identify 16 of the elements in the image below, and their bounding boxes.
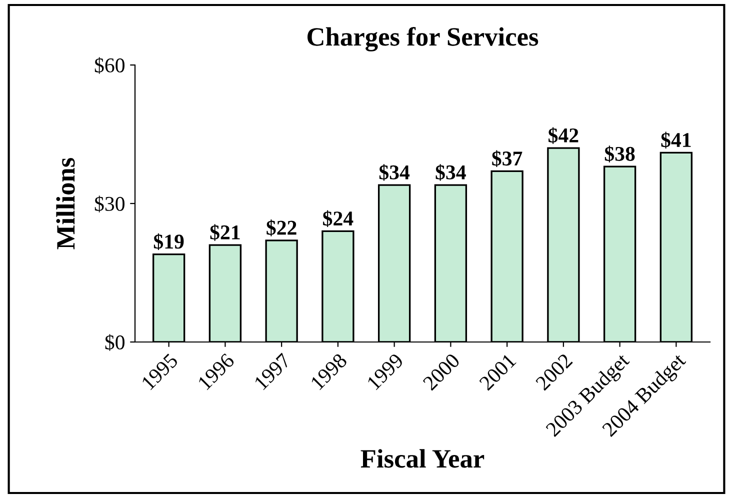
data-label: $42 (548, 127, 578, 144)
data-label: $21 (210, 224, 240, 241)
y-tick-label: $30 (94, 196, 124, 212)
data-label: $34 (379, 164, 410, 181)
data-label: $34 (436, 164, 466, 181)
data-label: $37 (492, 150, 522, 167)
y-tick-label: $60 (94, 57, 124, 74)
y-axis-title: Millions (56, 158, 75, 250)
y-tick-label: $0 (105, 334, 124, 351)
data-label: $41 (661, 132, 691, 148)
data-label: $24 (323, 210, 354, 227)
data-label: $22 (266, 220, 296, 236)
data-label: $38 (604, 146, 635, 162)
data-label: $19 (154, 233, 184, 250)
x-axis-title: Fiscal Year (360, 449, 484, 468)
chart-title: Charges for Services (308, 26, 538, 52)
